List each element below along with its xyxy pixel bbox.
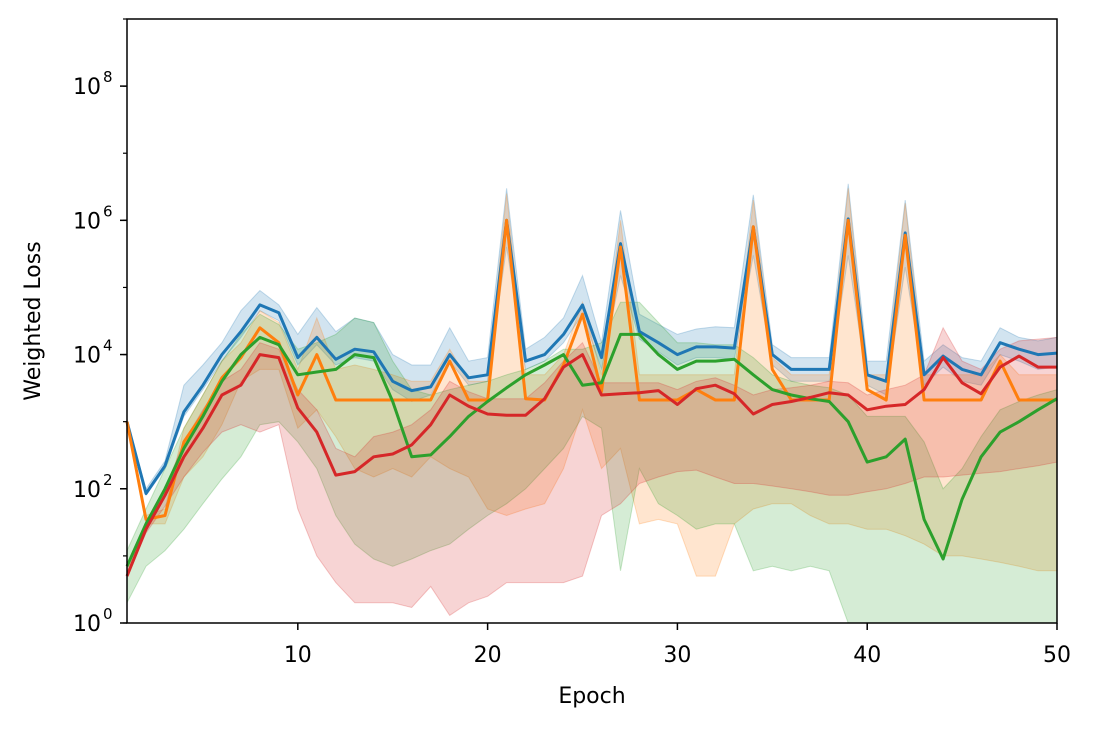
y-tick-exponent: 0 [103, 605, 113, 623]
x-tick-label: 20 [474, 643, 502, 668]
y-tick-exponent: 2 [103, 471, 113, 489]
y-tick-exponent: 8 [103, 68, 113, 86]
x-tick-label: 30 [663, 643, 691, 668]
y-axis-label: Weighted Loss [21, 241, 46, 400]
y-tick-label: 10 [73, 478, 101, 503]
x-tick-label: 50 [1043, 643, 1071, 668]
y-tick-label: 10 [73, 612, 101, 637]
y-tick-exponent: 6 [103, 202, 113, 220]
y-tick-label: 10 [73, 344, 101, 369]
x-tick-label: 40 [853, 643, 881, 668]
x-axis-label: Epoch [558, 684, 625, 709]
y-tick-label: 10 [73, 209, 101, 234]
x-tick-label: 10 [284, 643, 312, 668]
y-tick-exponent: 4 [103, 337, 113, 355]
y-tick-label: 10 [73, 75, 101, 100]
